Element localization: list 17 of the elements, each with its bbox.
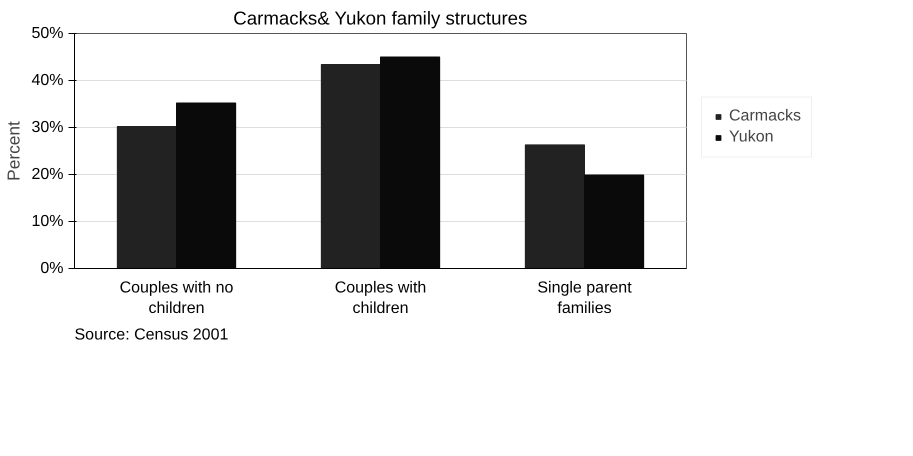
y-tick-label: 40%	[31, 72, 64, 89]
y-tick-label: 30%	[31, 119, 64, 136]
source-note: Source: Census 2001	[74, 326, 228, 344]
bar	[524, 144, 585, 268]
x-tick-label: Couples with no children	[120, 280, 234, 317]
legend-label: Carmacks	[729, 107, 802, 125]
x-tick-label: Couples with children	[334, 280, 426, 317]
bar	[320, 64, 381, 268]
chart-title: Carmacks& Yukon family structures	[233, 8, 528, 28]
y-tick-label: 10%	[31, 213, 64, 230]
y-axis-title: Percent	[3, 120, 24, 181]
legend-label: Yukon	[729, 128, 774, 146]
y-tick-label: 50%	[31, 25, 64, 42]
bar	[116, 126, 177, 268]
y-tick-label: 0%	[40, 260, 64, 277]
y-tick-label: 20%	[31, 166, 64, 183]
x-tick-label: Single parent families	[537, 280, 632, 317]
